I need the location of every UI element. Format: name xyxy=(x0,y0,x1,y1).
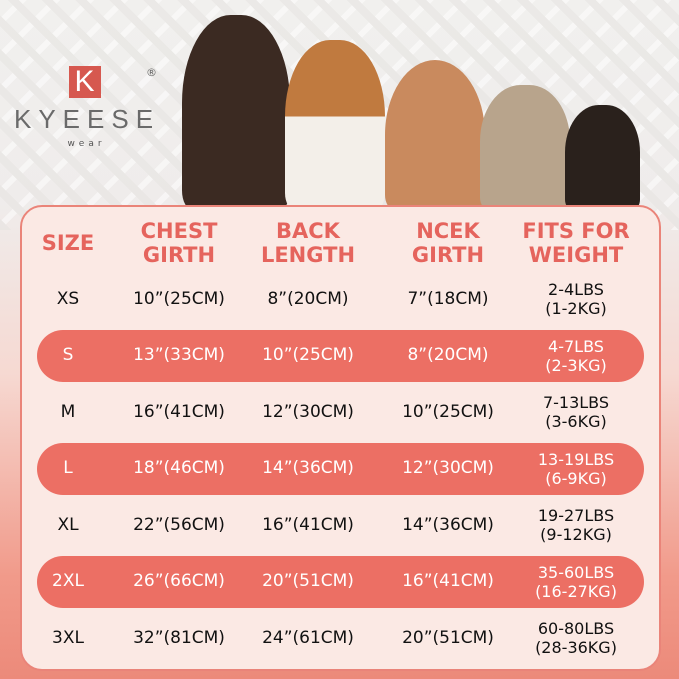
poodle-image xyxy=(385,60,485,210)
cell-chest: 13”(33CM) xyxy=(133,345,225,365)
cell-neck: 8”(20CM) xyxy=(407,345,489,365)
cell-weight: 4-7LBS (2-3KG) xyxy=(501,330,651,382)
cell-neck: 12”(30CM) xyxy=(402,458,494,478)
table-row: 3XL 32”(81CM) 24”(61CM) 20”(51CM) 60-80LBS (2… xyxy=(22,612,659,664)
cell-size: L xyxy=(63,458,73,478)
weight-kg: (28-36KG) xyxy=(535,638,617,657)
cell-back: 20”(51CM) xyxy=(262,571,354,591)
cell-chest: 10”(25CM) xyxy=(133,288,225,309)
cell-chest: 22”(56CM) xyxy=(133,514,225,535)
cell-chest: 16”(41CM) xyxy=(133,401,225,422)
cell-neck: 10”(25CM) xyxy=(402,401,494,422)
table-row: 2XL 26”(66CM) 20”(51CM) 16”(41CM) 35-60LBS (1… xyxy=(22,555,659,608)
row-highlight xyxy=(37,555,644,608)
logo-mark: K xyxy=(68,66,101,98)
cell-size: 2XL xyxy=(52,571,84,591)
cell-weight: 60-80LBS (28-36KG) xyxy=(501,612,651,664)
weight-lbs: 13-19LBS xyxy=(537,449,615,469)
weight-lbs: 4-7LBS xyxy=(548,336,604,356)
cell-weight: 13-19LBS (6-9KG) xyxy=(501,443,651,495)
brand-sub: wear xyxy=(67,139,106,149)
weight-kg: (1-2KG) xyxy=(545,299,607,318)
terrier-image xyxy=(480,85,570,210)
brand-name: KYEESE xyxy=(14,104,161,134)
table-row: L 18”(46CM) 14”(36CM) 12”(30CM) 13-19LBS (6-9… xyxy=(22,442,659,495)
cell-back: 16”(41CM) xyxy=(262,514,354,535)
header-line: FITS FOR xyxy=(522,219,630,243)
column-header: SIZE xyxy=(0,231,143,255)
cell-weight: 35-60LBS (16-27KG) xyxy=(501,556,651,608)
row-highlight xyxy=(37,329,644,382)
cell-neck: 20”(51CM) xyxy=(402,627,494,648)
beagle-image xyxy=(285,40,385,210)
cell-weight: 2-4LBS (1-2KG) xyxy=(501,273,651,325)
cell-size: 3XL xyxy=(52,627,84,648)
table-row: XL 22”(56CM) 16”(41CM) 14”(36CM) 19-27LBS (9-… xyxy=(22,499,659,551)
cell-neck: 14”(36CM) xyxy=(402,514,494,535)
header-line: SIZE xyxy=(41,231,95,255)
weight-lbs: 60-80LBS xyxy=(537,619,615,638)
cell-back: 8”(20CM) xyxy=(267,288,349,309)
brand-logo: ® K KYEESE wear xyxy=(14,66,161,150)
cell-size: XL xyxy=(57,514,79,535)
row-highlight xyxy=(37,442,644,495)
header-line: GIRTH xyxy=(411,243,485,267)
table-row: S 13”(33CM) 10”(25CM) 8”(20CM) 4-7LBS (2-3KG) xyxy=(22,329,659,382)
table-row: XS 10”(25CM) 8”(20CM) 7”(18CM) 2-4LBS (1-2KG) xyxy=(22,273,659,325)
cell-weight: 19-27LBS (9-12KG) xyxy=(501,499,651,551)
weight-lbs: 35-60LBS xyxy=(537,562,615,582)
weight-kg: (6-9KG) xyxy=(545,468,607,488)
cell-size: XS xyxy=(56,288,80,309)
header-line: LENGTH xyxy=(260,243,356,267)
cell-size: M xyxy=(60,401,76,422)
cell-back: 24”(61CM) xyxy=(262,627,354,648)
cell-neck: 7”(18CM) xyxy=(407,288,489,309)
column-header: NCEK GIRTH xyxy=(373,219,523,267)
column-header: FITS FOR WEIGHT xyxy=(501,219,651,267)
chihuahua-image xyxy=(565,105,640,210)
cell-neck: 16”(41CM) xyxy=(402,571,494,591)
cell-back: 10”(25CM) xyxy=(262,345,354,365)
header-line: NCEK xyxy=(416,219,480,243)
dogs-photo xyxy=(170,0,679,210)
size-chart-table: SIZE CHEST GIRTH BACK LENGTH NCEK GIRTH FITS FO… xyxy=(20,205,661,671)
header-line: GIRTH xyxy=(142,243,216,267)
cell-back: 12”(30CM) xyxy=(262,401,354,422)
cell-weight: 7-13LBS (3-6KG) xyxy=(501,386,651,438)
weight-kg: (2-3KG) xyxy=(545,355,607,375)
cell-back: 14”(36CM) xyxy=(262,458,354,478)
header-line: CHEST xyxy=(140,219,218,243)
column-header: CHEST GIRTH xyxy=(104,219,254,267)
doberman-image xyxy=(182,15,290,210)
weight-kg: (3-6KG) xyxy=(545,412,607,431)
cell-chest: 26”(66CM) xyxy=(133,571,225,591)
column-header: BACK LENGTH xyxy=(233,219,383,267)
header-line: BACK xyxy=(276,219,340,243)
cell-size: S xyxy=(62,345,74,365)
header-line: WEIGHT xyxy=(528,243,624,267)
weight-kg: (9-12KG) xyxy=(540,525,612,544)
weight-lbs: 7-13LBS xyxy=(542,393,610,412)
registered-mark: ® xyxy=(146,66,157,79)
cell-chest: 32”(81CM) xyxy=(133,627,225,648)
weight-kg: (16-27KG) xyxy=(535,581,617,601)
cell-chest: 18”(46CM) xyxy=(133,458,225,478)
table-row: M 16”(41CM) 12”(30CM) 10”(25CM) 7-13LBS (3-6K… xyxy=(22,386,659,438)
weight-lbs: 19-27LBS xyxy=(537,506,615,525)
weight-lbs: 2-4LBS xyxy=(548,280,604,299)
